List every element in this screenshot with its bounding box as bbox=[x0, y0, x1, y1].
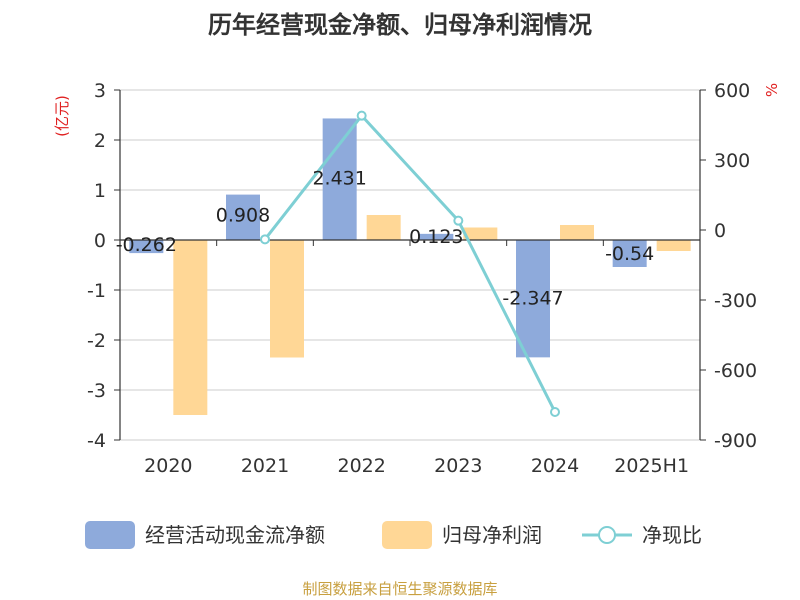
left-tick-label: 0 bbox=[94, 230, 106, 252]
right-tick-label: 600 bbox=[714, 80, 750, 102]
data-label: -0.54 bbox=[605, 243, 654, 265]
bar bbox=[270, 240, 304, 358]
legend-swatch bbox=[382, 521, 432, 549]
data-labels: -0.262 0.908 2.431 0.123 -2.347 -0.54 bbox=[116, 167, 655, 309]
bar bbox=[516, 240, 550, 358]
data-label: 0.123 bbox=[409, 226, 463, 248]
right-axis-unit: % bbox=[763, 83, 781, 97]
legend-swatch bbox=[85, 521, 135, 549]
bar bbox=[419, 233, 454, 240]
line-point bbox=[453, 215, 464, 226]
left-tick-label: -1 bbox=[87, 280, 106, 302]
line-point bbox=[356, 110, 367, 121]
bar bbox=[612, 240, 647, 267]
line-point bbox=[260, 234, 270, 245]
legend-label: 净现比 bbox=[642, 523, 702, 547]
category-label: 2020 bbox=[144, 455, 192, 477]
bar bbox=[560, 225, 594, 240]
data-label: -2.347 bbox=[502, 287, 563, 309]
right-tick-label: 0 bbox=[714, 220, 726, 242]
bar bbox=[129, 240, 164, 254]
data-label: 2.431 bbox=[312, 167, 366, 189]
legend-label: 经营活动现金流净额 bbox=[145, 523, 325, 547]
bar-series bbox=[129, 118, 691, 415]
right-tick-label: -600 bbox=[714, 360, 757, 382]
data-label: 0.908 bbox=[216, 205, 270, 227]
left-tick-label: -3 bbox=[87, 380, 106, 402]
bar bbox=[322, 118, 357, 240]
bar bbox=[173, 240, 208, 415]
category-label: 2022 bbox=[337, 455, 385, 477]
left-tick-label: -4 bbox=[87, 430, 106, 452]
legend-label: 归母净利润 bbox=[442, 523, 542, 547]
legend: 经营活动现金流净额 归母净利润 净现比 bbox=[85, 521, 702, 549]
left-tick-label: -2 bbox=[87, 330, 106, 352]
bar bbox=[226, 194, 260, 240]
left-tick-label: 2 bbox=[94, 130, 106, 152]
right-tick-label: 300 bbox=[714, 150, 750, 172]
category-label: 2025H1 bbox=[614, 455, 689, 477]
category-label: 2021 bbox=[241, 455, 289, 477]
line-point bbox=[550, 407, 560, 417]
bar bbox=[656, 240, 691, 251]
category-label: 2024 bbox=[531, 455, 579, 477]
right-tick-label: -900 bbox=[714, 430, 757, 452]
right-tick-label: -300 bbox=[714, 290, 757, 312]
line-path bbox=[263, 113, 557, 413]
legend-marker bbox=[598, 526, 616, 544]
left-tick-label: 1 bbox=[94, 180, 106, 202]
left-tick-label: 3 bbox=[94, 80, 106, 102]
data-label: -0.262 bbox=[116, 234, 177, 256]
line-series bbox=[260, 110, 560, 417]
bar bbox=[463, 227, 498, 240]
bar bbox=[366, 215, 401, 240]
source-note: 制图数据来自恒生聚源数据库 bbox=[302, 580, 497, 598]
chart-title: 历年经营现金净额、归母净利润情况 bbox=[208, 11, 592, 39]
left-axis-unit: (亿元) bbox=[53, 95, 71, 137]
axes: 3 2 1 0 -1 -2 -3 -4 600 300 0 -300 -600 -900 2020 2021 2… bbox=[87, 80, 757, 477]
category-label: 2023 bbox=[434, 455, 482, 477]
